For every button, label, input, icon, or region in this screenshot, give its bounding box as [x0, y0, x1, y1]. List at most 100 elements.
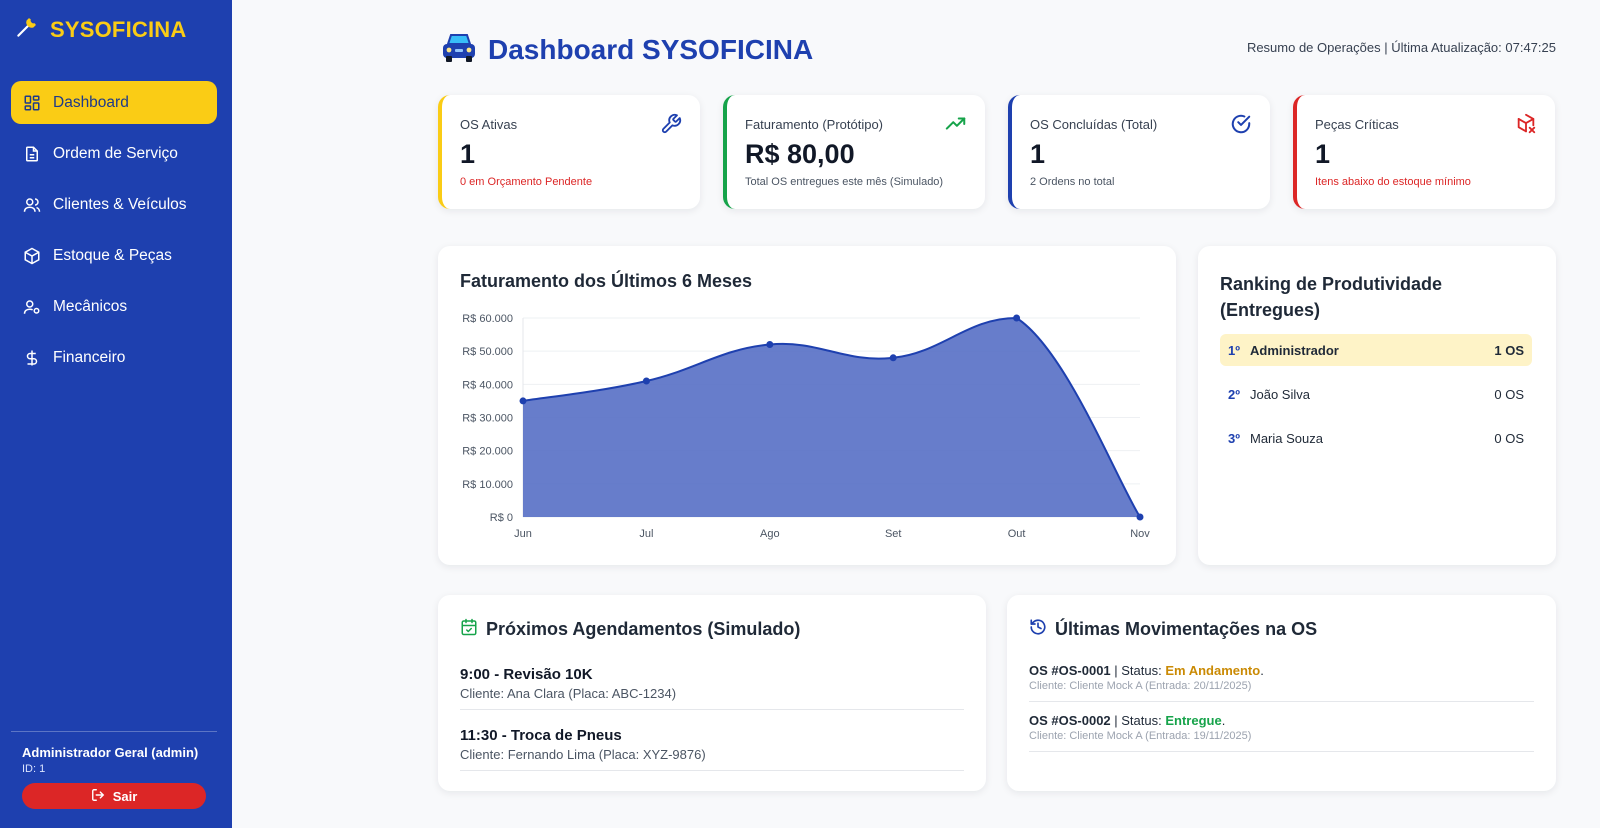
schedule-item-title: 9:00 - Revisão 10K — [460, 666, 593, 683]
kpi-sub: 2 Ordens no total — [1030, 176, 1115, 188]
ranking-position: 1º — [1228, 342, 1240, 358]
sidebar-item-clientes[interactable]: Clientes & Veículos — [11, 183, 217, 226]
movements-header: Últimas Movimentações na OS — [1029, 618, 1317, 641]
kpi-sub: 0 em Orçamento Pendente — [460, 176, 593, 188]
ranking-row: 2º João Silva 0 OS — [1220, 378, 1532, 410]
movement-os-number: OS #OS-0002 — [1029, 713, 1111, 728]
sidebar-item-ordem-servico[interactable]: Ordem de Serviço — [11, 132, 217, 175]
kpi-value: 1 — [1030, 139, 1046, 169]
box-icon — [23, 247, 41, 265]
kpi-value: 1 — [460, 139, 476, 169]
ranking-count: 1 OS — [1494, 342, 1524, 358]
sidebar-item-label: Estoque & Peças — [53, 246, 172, 264]
movements-title: Últimas Movimentações na OS — [1055, 619, 1318, 639]
movement-status: Entregue — [1165, 713, 1222, 728]
schedule-list: 9:00 - Revisão 10K Cliente: Ana Clara (P… — [460, 659, 964, 771]
revenue-chart-card: Faturamento dos Últimos 6 Meses R$ 0 R$ 1… — [438, 246, 1176, 565]
ranking-list: 1º Administrador 1 OS 2º João Silva 0 OS… — [1220, 334, 1532, 466]
logout-button[interactable]: Sair — [22, 783, 206, 809]
car-icon — [440, 30, 478, 69]
sidebar-item-mecanicos[interactable]: Mecânicos — [11, 285, 217, 328]
kpi-value: R$ 80,00 — [745, 139, 855, 169]
ranking-name: Maria Souza — [1250, 430, 1323, 446]
ranking-count: 0 OS — [1494, 386, 1524, 402]
data-point — [519, 397, 527, 405]
movements-card: Últimas Movimentações na OS OS #OS-0001 … — [1007, 595, 1556, 791]
revenue-line — [522, 316, 1141, 518]
sidebar-item-estoque[interactable]: Estoque & Peças — [11, 234, 217, 277]
ranking-count: 0 OS — [1494, 430, 1524, 446]
movement-client: Cliente: Cliente Mock A (Entrada: 20/11/… — [1029, 680, 1252, 692]
kpi-sub: Itens abaixo do estoque mínimo — [1315, 176, 1471, 188]
page-title-text: Dashboard SYSOFICINA — [488, 33, 814, 65]
kpi-card-os-ativas[interactable]: OS Ativas 1 0 em Orçamento Pendente — [438, 95, 700, 209]
schedule-card: Próximos Agendamentos (Simulado) 9:00 - … — [438, 595, 986, 791]
x-tick-label: Jul — [639, 528, 653, 540]
trending-up-icon — [945, 113, 967, 135]
kpi-label: OS Concluídas (Total) — [1030, 117, 1158, 132]
kpi-value: 1 — [1315, 139, 1331, 169]
schedule-title: Próximos Agendamentos (Simulado) — [486, 619, 801, 639]
sidebar-item-label: Financeiro — [53, 348, 126, 366]
movement-line: OS #OS-0002 | Status: Entregue. — [1029, 713, 1226, 728]
revenue-area — [523, 318, 1140, 517]
sidebar-item-dashboard[interactable]: Dashboard — [11, 81, 217, 124]
kpi-card-pecas-criticas[interactable]: Peças Críticas 1 Itens abaixo do estoque… — [1293, 95, 1555, 209]
kpi-card-os-concluidas[interactable]: OS Concluídas (Total) 1 2 Ordens no tota… — [1008, 95, 1270, 209]
data-point — [642, 377, 650, 385]
users-icon — [23, 196, 41, 214]
x-tick-label: Ago — [760, 528, 780, 540]
data-point — [889, 354, 897, 362]
wrench-logo-icon — [14, 14, 40, 45]
kpi-card-faturamento[interactable]: Faturamento (Protótipo) R$ 80,00 Total O… — [723, 95, 985, 209]
wrench-icon — [660, 113, 682, 135]
user-name: Administrador Geral (admin) — [22, 745, 199, 760]
schedule-item-title: 11:30 - Troca de Pneus — [460, 727, 622, 744]
movements-list: OS #OS-0001 | Status: Em Andamento. Clie… — [1029, 659, 1534, 752]
ranking-row: 3º Maria Souza 0 OS — [1220, 422, 1532, 454]
ranking-row: 1º Administrador 1 OS — [1220, 334, 1532, 366]
check-circle-icon — [1230, 113, 1252, 135]
header-status: Resumo de Operações | Última Atualização… — [1246, 40, 1556, 55]
sidebar-item-financeiro[interactable]: Financeiro — [11, 336, 217, 379]
movement-client: Cliente: Cliente Mock A (Entrada: 19/11/… — [1029, 730, 1252, 742]
sidebar-item-label: Clientes & Veículos — [53, 195, 187, 213]
ranking-name: João Silva — [1250, 386, 1310, 402]
ranking-name: Administrador — [1250, 342, 1339, 358]
user-gear-icon — [23, 298, 41, 316]
x-tick-label: Jun — [514, 528, 532, 540]
history-icon — [1029, 618, 1047, 641]
schedule-item-client: Cliente: Fernando Lima (Placa: XYZ-9876) — [460, 747, 706, 762]
dashboard-icon — [23, 94, 41, 112]
list-item[interactable]: OS #OS-0002 | Status: Entregue. Cliente:… — [1029, 702, 1534, 752]
calendar-check-icon — [460, 618, 478, 641]
revenue-chart: R$ 0 R$ 10.000 R$ 20.000 R$ 30.000 R$ 40.000… — [462, 313, 1150, 540]
kpi-label: Faturamento (Protótipo) — [745, 117, 884, 132]
y-tick-label: R$ 0 — [490, 512, 513, 524]
page-title: Dashboard SYSOFICINA — [440, 30, 813, 69]
logout-icon — [91, 788, 105, 805]
list-item[interactable]: OS #OS-0001 | Status: Em Andamento. Clie… — [1029, 659, 1534, 702]
sidebar-user-panel: Administrador Geral (admin) ID: 1 Sair — [11, 731, 217, 809]
list-item[interactable]: 11:30 - Troca de Pneus Cliente: Fernando… — [460, 710, 964, 771]
kpi-label: OS Ativas — [460, 117, 518, 132]
y-tick-label: R$ 50.000 — [462, 346, 513, 358]
movement-os-number: OS #OS-0001 — [1029, 663, 1111, 678]
document-icon — [23, 145, 41, 163]
y-tick-label: R$ 10.000 — [462, 479, 513, 491]
ranking-position: 2º — [1228, 386, 1240, 402]
movement-status-prefix: | Status: — [1110, 663, 1166, 678]
list-item[interactable]: 9:00 - Revisão 10K Cliente: Ana Clara (P… — [460, 659, 964, 710]
y-tick-label: R$ 30.000 — [462, 413, 513, 425]
sidebar-nav: Dashboard Ordem de Serviço Clientes & Ve… — [11, 81, 217, 387]
sidebar-item-label: Mecânicos — [53, 297, 128, 315]
x-tick-label: Nov — [1130, 528, 1150, 540]
chart-title: Faturamento dos Últimos 6 Meses — [460, 271, 753, 291]
user-id: ID: 1 — [22, 763, 46, 775]
y-tick-label: R$ 20.000 — [462, 446, 513, 458]
ranking-title: Ranking de Produtividade (Entregues) — [1220, 274, 1443, 320]
ranking-card: Ranking de Produtividade (Entregues) 1º … — [1198, 246, 1556, 565]
brand[interactable]: SYSOFICINA — [14, 14, 186, 45]
kpi-label: Peças Críticas — [1315, 117, 1399, 132]
logout-label: Sair — [112, 788, 138, 804]
